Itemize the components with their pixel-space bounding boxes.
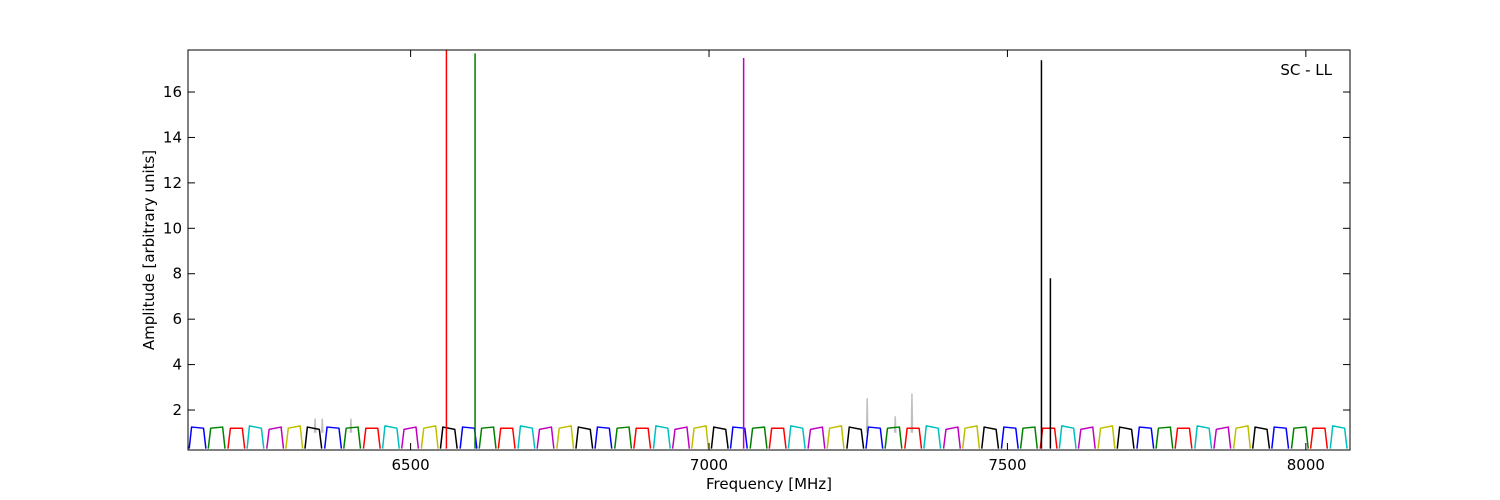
- y-tick-label: 8: [172, 265, 182, 283]
- x-tick-label: 7000: [690, 456, 728, 474]
- plot-frame: [187, 49, 1351, 451]
- x-tick-label: 8000: [1287, 456, 1325, 474]
- y-tick-label: 2: [172, 401, 182, 419]
- y-tick-label: 4: [172, 356, 182, 374]
- series-line: [313, 393, 914, 433]
- series-line: [1040, 60, 1052, 449]
- series-line: [304, 426, 1271, 449]
- y-tick-label: 14: [163, 128, 182, 146]
- y-tick-label: 10: [163, 219, 182, 237]
- y-tick-label: 12: [163, 174, 182, 192]
- series-line: [246, 425, 1348, 449]
- x-axis-label: Frequency [MHz]: [706, 475, 832, 493]
- x-tick-label: 6500: [392, 456, 430, 474]
- series-line: [227, 427, 1329, 449]
- plot-area: [188, 50, 1348, 449]
- series-line: [285, 425, 1252, 449]
- series-line: [188, 426, 1290, 449]
- x-tick-label: 7500: [988, 456, 1026, 474]
- series-line: [266, 426, 1232, 449]
- series-line: [207, 426, 1309, 449]
- y-tick-label: 16: [163, 83, 182, 101]
- annotation: SC - LL: [1280, 61, 1332, 79]
- y-axis-label: Amplitude [arbitrary units]: [140, 150, 158, 350]
- y-tick-label: 6: [172, 310, 182, 328]
